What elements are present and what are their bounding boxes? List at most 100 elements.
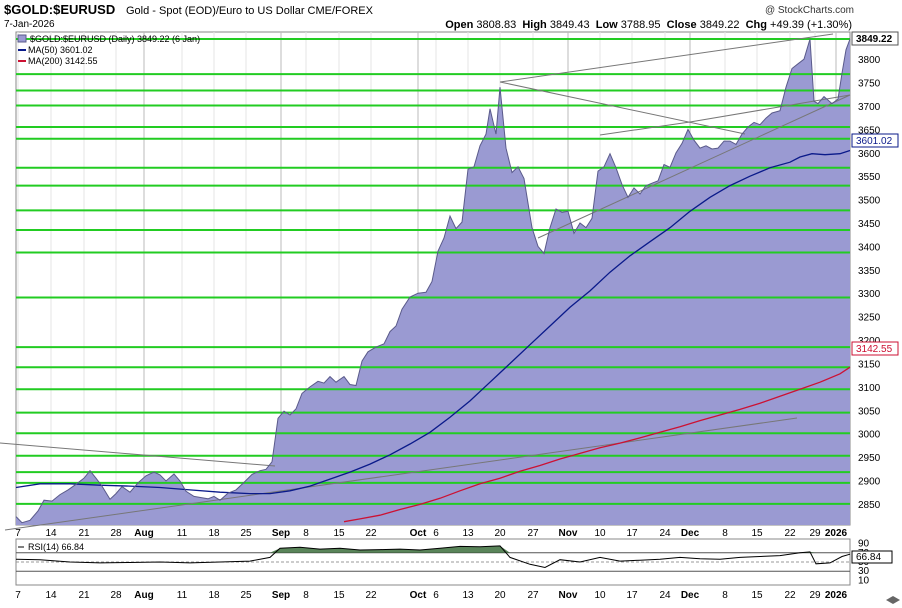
x-tick-label: 22 (784, 528, 796, 539)
x-tick-label: 8 (722, 528, 728, 539)
y-tick-label: 3050 (858, 406, 881, 417)
y-tick-label: 3350 (858, 266, 881, 277)
x-tick-label-rsi: Nov (559, 590, 578, 601)
x-tick-label-rsi: 6 (433, 590, 439, 601)
x-tick-label-rsi: 13 (462, 590, 474, 601)
y-tick-label: 3150 (858, 359, 881, 370)
x-tick-label-rsi: 22 (784, 590, 796, 601)
rsi-legend-label: RSI(14) 66.84 (28, 542, 84, 552)
scroll-left-icon[interactable] (886, 596, 893, 604)
y-tick-label: 2950 (858, 453, 881, 464)
stockcharts-credit[interactable]: @ StockCharts.com (764, 5, 854, 16)
y-tick-label: 3250 (858, 313, 881, 324)
chg-label: Chg (745, 19, 767, 31)
rsi-value-tag-box (851, 550, 893, 564)
close-value: 3849.22 (699, 19, 740, 31)
trendline-top-channel (499, 33, 834, 83)
x-tick-label-rsi: 14 (45, 590, 57, 601)
ma50-legend-label: MA(50) 3601.02 (28, 45, 93, 55)
x-tick-label: Nov (559, 528, 578, 539)
x-tick-label: 7 (15, 528, 21, 539)
open-value: 3808.83 (476, 19, 517, 31)
x-tick-label-rsi: 2026 (825, 590, 848, 601)
x-tick-label: 15 (333, 528, 345, 539)
x-tick-label: 28 (110, 528, 122, 539)
high-value: 3849.43 (549, 19, 590, 31)
y-tick-label: 3400 (858, 242, 881, 253)
x-tick-label: 20 (494, 528, 506, 539)
x-tick-label: 15 (751, 528, 763, 539)
y-tick-label: 3650 (858, 125, 881, 136)
trendline-down-oct-dec (499, 81, 746, 135)
x-tick-label-rsi: Sep (272, 590, 290, 601)
x-tick-label-rsi: 18 (208, 590, 220, 601)
y-tick-label: 3100 (858, 383, 881, 394)
x-tick-label-rsi: 10 (594, 590, 606, 601)
rsi-value-tag: 66.84 (856, 552, 881, 563)
close-price-tag-box (851, 31, 899, 46)
y-tick-label: 3600 (858, 149, 881, 160)
rsi-tick-label: 30 (858, 566, 870, 577)
y-axis-labels: 2850290029503000305031003150320032503300… (858, 55, 881, 511)
x-tick-label: 2026 (825, 528, 848, 539)
x-tick-label: 14 (45, 528, 57, 539)
x-tick-label-rsi: 20 (494, 590, 506, 601)
x-tick-label-rsi: 7 (15, 590, 21, 601)
chart-symbol: $GOLD:$EURUSD (4, 2, 116, 17)
quote-bar: Open 3808.83 High 3849.43 Low 3788.95 Cl… (445, 19, 852, 31)
x-tick-label-rsi: Aug (134, 590, 153, 601)
x-tick-label: Sep (272, 528, 290, 539)
rsi-tick-label: 10 (858, 575, 870, 586)
x-tick-label-rsi: 15 (333, 590, 345, 601)
x-tick-label: Aug (134, 528, 153, 539)
y-tick-label: 3700 (858, 102, 881, 113)
x-tick-label: 22 (365, 528, 377, 539)
x-tick-label: 8 (303, 528, 309, 539)
x-tick-label-rsi: 15 (751, 590, 763, 601)
x-tick-label-rsi: 29 (809, 590, 821, 601)
rsi-tick-label: 90 (858, 539, 870, 550)
x-tick-label-rsi: 17 (626, 590, 638, 601)
close-price-tag: 3849.22 (856, 34, 893, 45)
low-value: 3788.95 (620, 19, 661, 31)
x-axis-labels-bottom: 7 14 21 28 Aug 11 18 25 Sep 8 15 22 Oct 6 13 20 27 Nov 10 1… (15, 590, 847, 601)
x-tick-label: 17 (626, 528, 638, 539)
ma200-line (343, 366, 851, 523)
y-tick-label: 3450 (858, 219, 881, 230)
high-label: High (522, 19, 547, 31)
trendline-up-channel (537, 94, 851, 239)
x-tick-label-rsi: 24 (659, 590, 671, 601)
x-tick-label: 18 (208, 528, 220, 539)
x-tick-label: 24 (659, 528, 671, 539)
rsi-overbought-fill (16, 545, 850, 553)
x-tick-label-rsi: 8 (722, 590, 728, 601)
quote-date: 7-Jan-2026 (4, 19, 55, 30)
x-tick-label: 13 (462, 528, 474, 539)
y-tick-label: 2850 (858, 500, 881, 511)
open-label: Open (445, 19, 474, 31)
y-tick-label: 3550 (858, 172, 881, 183)
low-label: Low (595, 19, 618, 31)
x-tick-label-rsi: 8 (303, 590, 309, 601)
y-tick-label: 3000 (858, 430, 881, 441)
x-tick-label: Dec (681, 528, 700, 539)
x-tick-label-rsi: 21 (78, 590, 90, 601)
trendline-long-up (4, 417, 798, 531)
x-tick-label: 29 (809, 528, 821, 539)
x-tick-label: 21 (78, 528, 90, 539)
price-legend-swatch (17, 34, 27, 43)
y-tick-label: 3300 (858, 289, 881, 300)
x-tick-label: Oct (410, 528, 427, 539)
trendline-dec-jan (689, 94, 851, 123)
y-tick-label: 2900 (858, 477, 881, 488)
trendlines (0, 33, 851, 531)
scroll-right-icon[interactable] (893, 596, 900, 604)
trendline-nov-dec (599, 121, 691, 136)
x-tick-label-rsi: 27 (527, 590, 539, 601)
x-tick-label-rsi: 11 (177, 590, 188, 601)
x-tick-label: 6 (433, 528, 439, 539)
price-line (15, 38, 851, 524)
price-legend-label: $GOLD:$EURUSD (Daily) 3849.22 (6 Jan) (30, 34, 200, 44)
x-tick-label: 25 (240, 528, 252, 539)
